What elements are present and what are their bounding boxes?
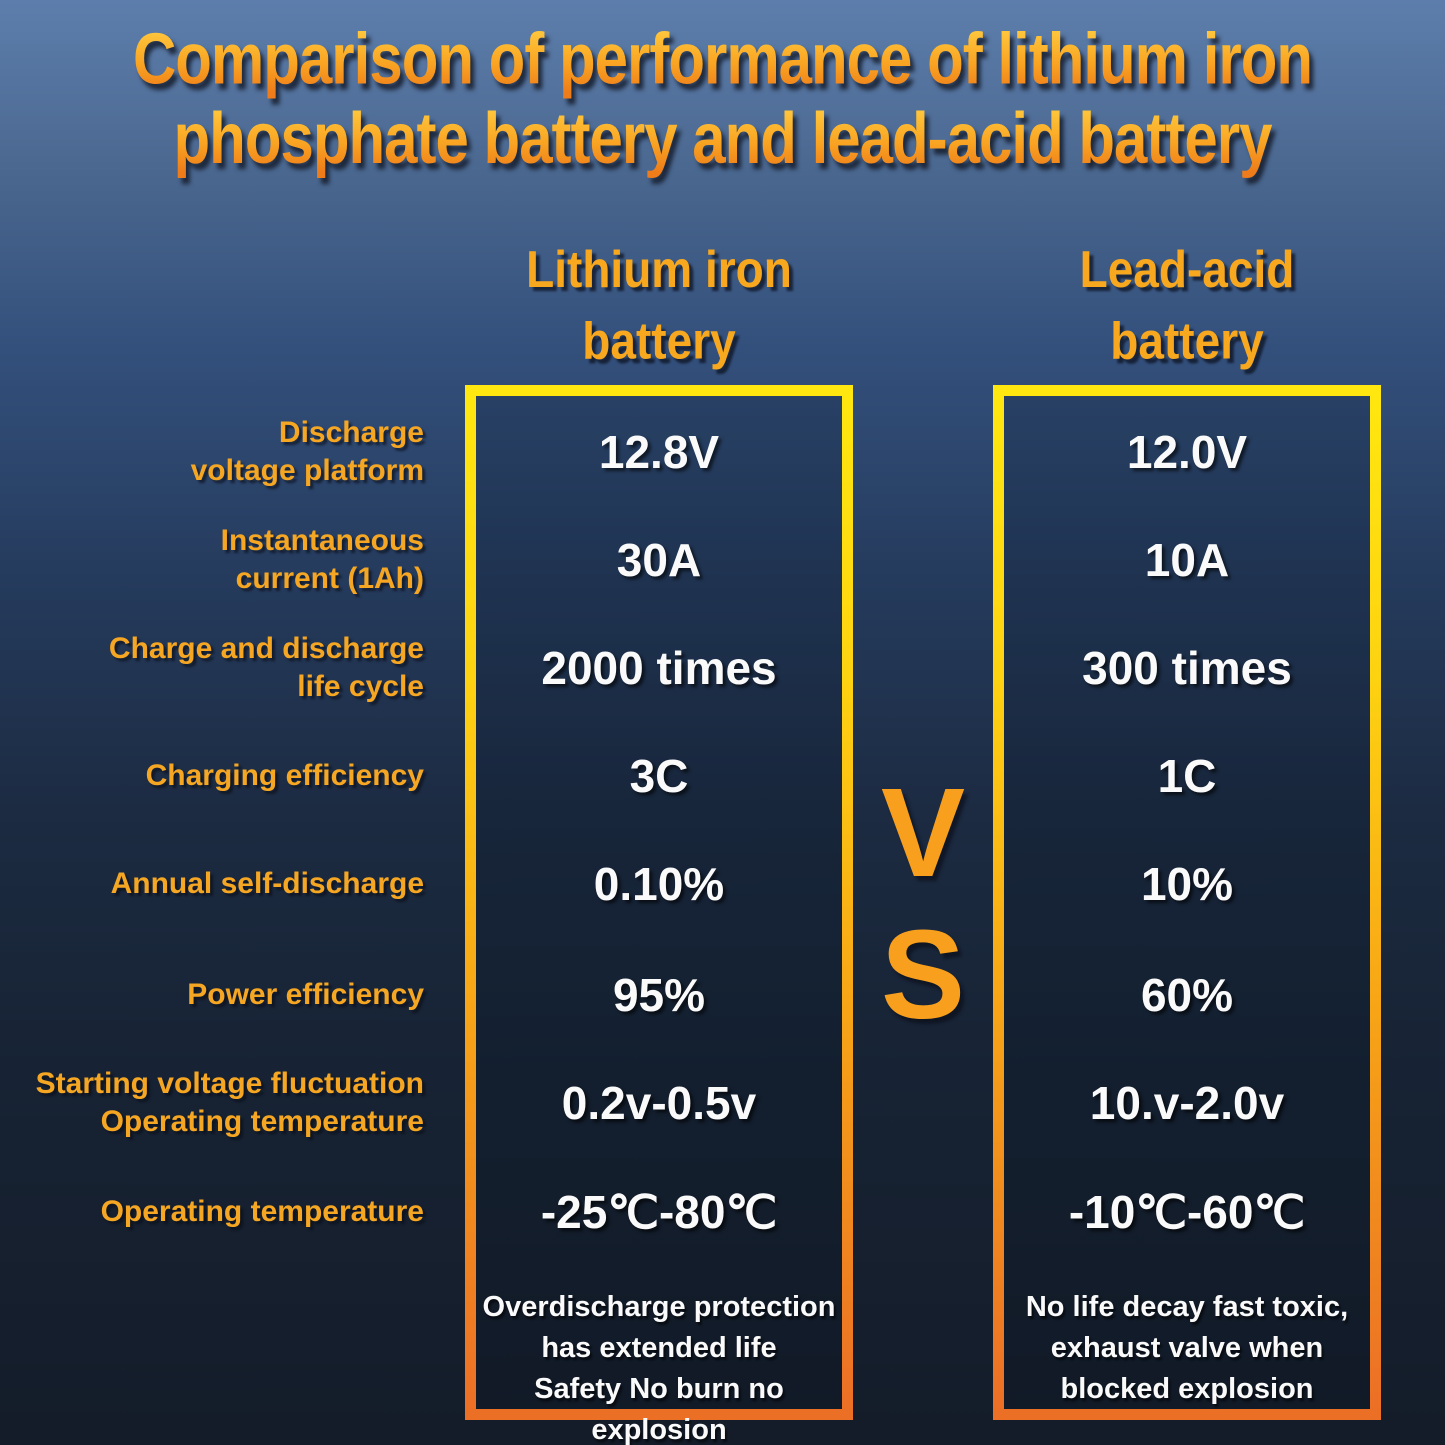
- lead-column-box: No life decay fast toxic, exhaust valve w…: [993, 385, 1381, 1420]
- footer-line: Safety No burn no explosion: [534, 1373, 784, 1445]
- row-label: Annual self-discharge: [0, 865, 424, 903]
- footer-line: exhaust valve when: [1050, 1332, 1324, 1364]
- lithium-value: 12.8V: [598, 426, 720, 478]
- lithium-value: 30A: [616, 534, 702, 586]
- row-label: Operating temperature: [0, 1193, 424, 1231]
- row-label: Charging efficiency: [0, 757, 424, 795]
- vs-letter-v: V: [880, 762, 966, 903]
- column-header-lead: Lead-acid battery: [987, 233, 1387, 376]
- row-label-line: Charging efficiency: [145, 759, 424, 792]
- page-title: Comparison of performance of lithium iro…: [0, 19, 1445, 178]
- row-label-line: Annual self-discharge: [110, 867, 424, 900]
- row-label-line: Charge and discharge: [108, 632, 424, 665]
- lead-value: 1C: [1157, 750, 1217, 802]
- footer-line: No life decay fast toxic,: [1025, 1291, 1349, 1323]
- column-header-lead-line1: Lead-acid: [1079, 239, 1295, 298]
- row-label: Starting voltage fluctuation Operating te…: [0, 1065, 424, 1141]
- page-title-line2: phosphate battery and lead-acid battery: [0, 99, 1445, 178]
- row-label-line: life cycle: [297, 670, 424, 703]
- column-header-lead-line2: battery: [1110, 311, 1264, 370]
- page-title-line1: Comparison of performance of lithium iro…: [0, 19, 1445, 99]
- lead-value: 10A: [1144, 534, 1230, 586]
- footer-line: blocked explosion: [1060, 1373, 1314, 1405]
- row-label: Power efficiency: [0, 976, 424, 1014]
- row-label: Charge and discharge life cycle: [0, 630, 424, 706]
- lithium-value: 0.10%: [593, 858, 725, 910]
- lithium-footer-note: Overdischarge protection has extended lif…: [476, 1287, 842, 1445]
- row-label-line: voltage platform: [190, 454, 424, 487]
- lead-value: 300 times: [1082, 642, 1292, 694]
- row-label: Instantaneous current (1Ah): [0, 522, 424, 598]
- lead-value: 12.0V: [1126, 426, 1248, 478]
- row-label-line: Operating temperature: [100, 1195, 424, 1228]
- lithium-value: 0.2v-0.5v: [561, 1077, 757, 1129]
- row-label-line: Discharge: [278, 416, 424, 449]
- column-header-lithium-line1: Lithium iron: [526, 239, 792, 298]
- row-label-line: Instantaneous: [220, 524, 424, 557]
- lead-value: 60%: [1140, 969, 1234, 1021]
- column-header-lithium-line2: battery: [582, 311, 736, 370]
- footer-line: Overdischarge protection: [482, 1291, 836, 1323]
- lithium-value: 2000 times: [541, 642, 777, 694]
- lithium-value: 95%: [612, 969, 706, 1021]
- footer-line: has extended life: [541, 1332, 777, 1364]
- vs-divider: V S: [853, 762, 993, 1046]
- row-label-line: current (1Ah): [235, 562, 424, 595]
- row-label-line: Starting voltage fluctuation: [35, 1067, 424, 1100]
- lead-value: 10%: [1140, 858, 1234, 910]
- vs-letter-s: S: [880, 904, 966, 1045]
- row-label-line: Operating temperature: [100, 1105, 424, 1138]
- lithium-value: -25℃-80℃: [540, 1186, 778, 1238]
- lead-footer-note: No life decay fast toxic, exhaust valve w…: [1004, 1287, 1370, 1410]
- lead-value: -10℃-60℃: [1068, 1186, 1306, 1238]
- row-label-line: Power efficiency: [187, 978, 424, 1011]
- lithium-column-box: Overdischarge protection has extended lif…: [465, 385, 853, 1445]
- lithium-value: 3C: [629, 750, 689, 802]
- column-header-lithium: Lithium iron battery: [459, 233, 859, 376]
- row-label: Discharge voltage platform: [0, 414, 424, 490]
- lead-value: 10.v-2.0v: [1089, 1077, 1285, 1129]
